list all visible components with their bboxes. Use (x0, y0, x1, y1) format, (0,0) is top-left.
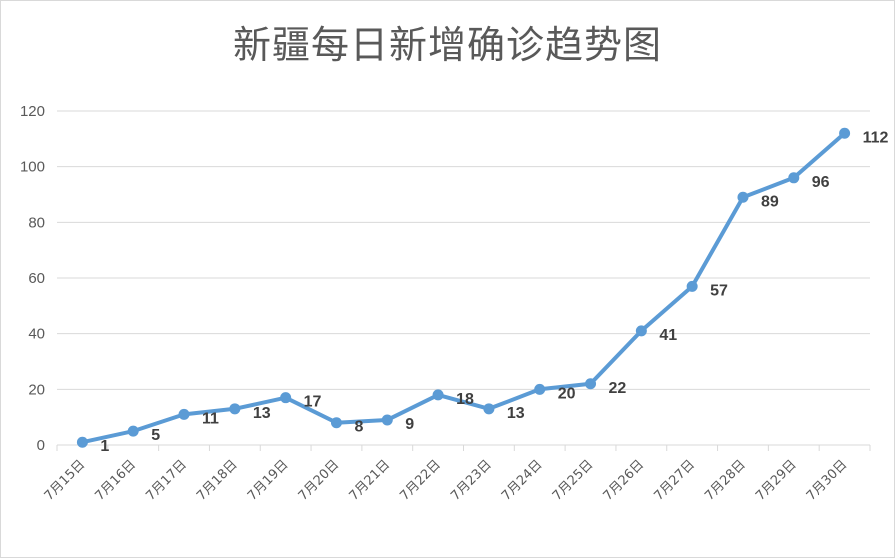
y-tick-label: 0 (37, 437, 45, 454)
data-label: 8 (354, 419, 363, 436)
data-label: 96 (812, 174, 830, 191)
x-tick-label: 7月23日 (448, 457, 495, 504)
y-tick-label: 80 (28, 214, 45, 231)
x-tick-label: 7月22日 (397, 457, 444, 504)
y-tick-label: 60 (28, 270, 45, 287)
y-tick-label: 120 (20, 103, 45, 120)
x-tick-label: 7月19日 (245, 457, 292, 504)
x-axis-ticks: 7月15日 7月16日 7月17日 7月18日 7月19日 7月20日 7月21日 7月22日… (42, 457, 851, 504)
data-label: 22 (609, 380, 627, 397)
data-point (330, 417, 342, 429)
series-line-path (80, 131, 847, 445)
data-label: 57 (710, 282, 728, 299)
series-line (80, 131, 847, 445)
gridlines (56, 110, 871, 451)
x-tick-label: 7月17日 (143, 457, 190, 504)
data-label: 41 (659, 327, 677, 344)
x-tick-label: 7月16日 (92, 457, 139, 504)
x-tick-label: 7月24日 (499, 457, 546, 504)
x-tick-label: 7月26日 (601, 457, 648, 504)
x-tick-label: 7月25日 (550, 457, 597, 504)
data-point (76, 436, 88, 448)
data-label: 1 (100, 438, 109, 455)
data-point (280, 392, 292, 404)
data-point (534, 383, 546, 395)
data-label: 17 (304, 394, 322, 411)
x-tick-label: 7月30日 (804, 457, 851, 504)
data-point (432, 389, 444, 401)
data-point (839, 127, 851, 139)
data-label: 13 (507, 405, 525, 422)
data-label: 13 (253, 405, 271, 422)
y-tick-label: 40 (28, 326, 45, 343)
data-label: 89 (761, 193, 779, 210)
data-label: 18 (456, 391, 474, 408)
data-label: 112 (863, 129, 889, 146)
data-point (178, 408, 190, 420)
data-point (635, 325, 647, 337)
data-label: 20 (558, 385, 576, 402)
data-point (127, 425, 139, 437)
x-tick-label: 7月20日 (296, 457, 343, 504)
x-tick-label: 7月21日 (347, 457, 394, 504)
x-tick-label: 7月27日 (651, 457, 698, 504)
y-axis-ticks: 0 20 40 60 80 100 120 (20, 103, 45, 454)
data-point (686, 280, 698, 292)
x-tick-label: 7月29日 (753, 457, 800, 504)
y-tick-label: 100 (20, 159, 45, 176)
x-tick-label: 7月28日 (702, 457, 749, 504)
chart-title: 新疆每日新增确诊趋势图 (232, 23, 662, 67)
data-point (737, 191, 749, 203)
y-tick-label: 20 (28, 381, 45, 398)
data-label: 5 (151, 427, 160, 444)
x-tick-label: 7月15日 (42, 457, 89, 504)
data-point (381, 414, 393, 426)
data-label: 9 (405, 416, 414, 433)
data-point (229, 403, 241, 415)
data-point (483, 403, 495, 415)
data-label: 11 (202, 410, 219, 427)
data-point (788, 172, 800, 184)
series-points (76, 127, 851, 448)
x-tick-label: 7月18日 (194, 457, 241, 504)
data-point (585, 378, 597, 390)
